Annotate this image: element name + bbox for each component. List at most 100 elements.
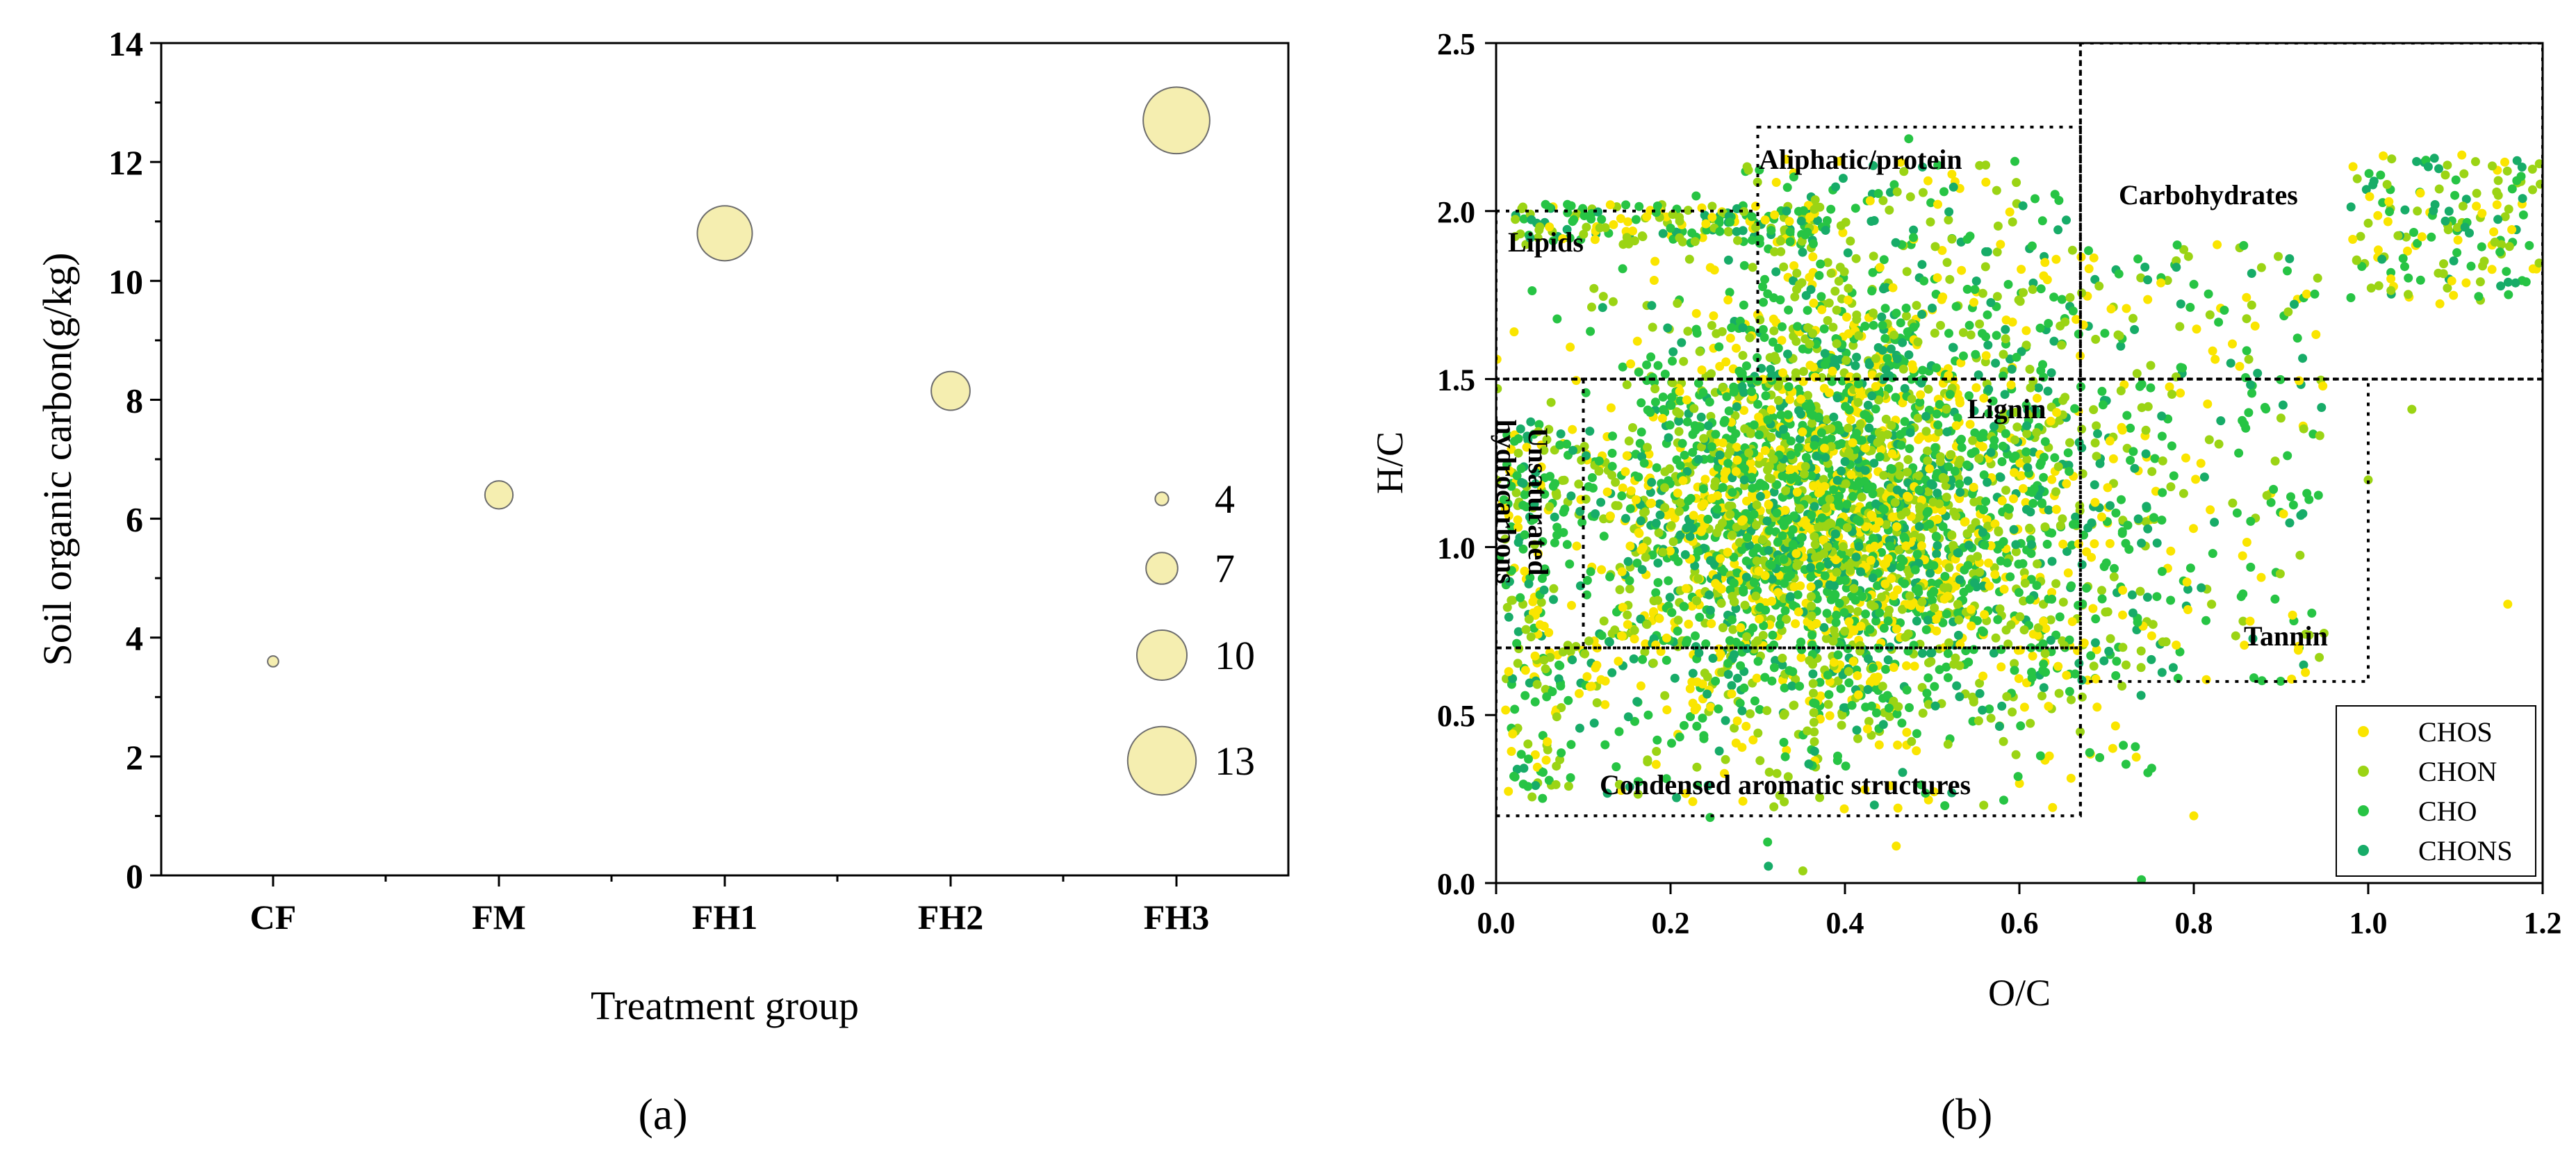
- scatter-point: [1832, 393, 1842, 403]
- scatter-point: [1717, 584, 1726, 594]
- scatter-point: [1504, 511, 1513, 520]
- scatter-point: [2158, 456, 2167, 465]
- scatter-point: [2079, 638, 2089, 648]
- scatter-point: [1753, 728, 1763, 738]
- scatter-point: [1789, 582, 1799, 592]
- scatter-point: [1582, 222, 1591, 232]
- panel-b: 0.00.51.01.52.02.5 0.0 0.2 0.4 0.6 0.8 1.0 1.2…: [1369, 27, 2562, 1139]
- scatter-point: [1751, 591, 1761, 601]
- scatter-point: [1608, 431, 1617, 441]
- scatter-point: [1685, 531, 1695, 541]
- scatter-point: [1868, 573, 1878, 583]
- scatter-point: [2250, 321, 2260, 331]
- scatter-point: [2128, 313, 2138, 323]
- scatter-point: [1910, 661, 1919, 671]
- scatter-point: [2487, 265, 2497, 274]
- scatter-point: [1785, 395, 1795, 404]
- scatter-point: [1819, 324, 1829, 333]
- scatter-point: [2525, 240, 2534, 250]
- scatter-point: [1734, 366, 1744, 376]
- scatter-point: [2034, 383, 2044, 393]
- scatter-point: [1539, 445, 1549, 455]
- scatter-point: [1815, 793, 1825, 802]
- scatter-point: [2493, 176, 2503, 186]
- scatter-point: [2449, 290, 2459, 300]
- scatter-point: [2247, 388, 2256, 398]
- region-boundary: [2078, 377, 2370, 683]
- scatter-point: [2027, 668, 2036, 677]
- scatter-point: [1707, 321, 1716, 330]
- scatter-point: [1947, 788, 1957, 798]
- scatter-point: [1738, 323, 1748, 333]
- scatter-point: [1866, 555, 1876, 565]
- scatter-point: [2231, 631, 2240, 641]
- scatter-point: [1529, 514, 1539, 524]
- scatter-point: [1697, 203, 1707, 213]
- scatter-point: [1958, 328, 1968, 338]
- scatter-point: [1885, 711, 1894, 721]
- scatter-point: [2283, 266, 2292, 276]
- scatter-point: [1969, 297, 1978, 307]
- scatter-point: [1927, 578, 1936, 588]
- scatter-point: [1665, 593, 1675, 602]
- scatter-point: [2157, 516, 2167, 525]
- scatter-point: [1931, 614, 1941, 624]
- scatter-point: [1632, 336, 1642, 346]
- scatter-point: [1912, 616, 1921, 626]
- scatter-point: [1864, 360, 1874, 370]
- scatter-point: [2051, 254, 2061, 264]
- scatter-point: [1944, 329, 1953, 338]
- scatter-point: [2534, 159, 2543, 169]
- scatter-point: [2376, 170, 2386, 180]
- scatter-point: [2507, 184, 2517, 194]
- scatter-point: [1786, 450, 1796, 460]
- scatter-point: [1808, 363, 1818, 372]
- scatter-point: [1689, 511, 1698, 520]
- scatter-point: [1851, 595, 1860, 605]
- scatter-point: [2122, 411, 2132, 420]
- scatter-point: [2117, 495, 2126, 504]
- scatter-point: [1810, 502, 1819, 511]
- scatter-point: [1688, 668, 1698, 678]
- scatter-point: [1780, 683, 1789, 693]
- scatter-point: [1537, 574, 1547, 584]
- scatter-point: [1699, 484, 1708, 494]
- scatter-point: [1990, 422, 1999, 431]
- scatter-point: [1680, 602, 1689, 611]
- scatter-point: [1688, 447, 1698, 457]
- scatter-point: [2348, 235, 2358, 244]
- scatter-point: [2040, 522, 2050, 531]
- scatter-point: [1778, 653, 1787, 663]
- scatter-point: [1763, 289, 1773, 299]
- scatter-point: [1881, 664, 1891, 674]
- scatter-point: [1830, 589, 1839, 599]
- scatter-point: [1839, 542, 1848, 552]
- scatter-point: [1542, 435, 1552, 445]
- scatter-point: [1809, 298, 1819, 308]
- scatter-point: [1885, 205, 1894, 215]
- scatter-point: [1556, 681, 1566, 691]
- scatter-point: [1992, 247, 2002, 257]
- scatter-point: [1761, 605, 1771, 615]
- scatter-point: [1608, 297, 1618, 306]
- scatter-point: [2298, 354, 2308, 363]
- scatter-point: [1634, 528, 1643, 538]
- legend-label-chons: CHONS: [2418, 835, 2513, 866]
- scatter-point: [2065, 467, 2074, 476]
- scatter-point: [1927, 648, 1937, 658]
- scatter-point: [1840, 456, 1850, 466]
- scatter-point: [2071, 512, 2081, 522]
- scatter-point: [1675, 386, 1684, 396]
- scatter-point: [1678, 476, 1688, 486]
- scatter-point: [1991, 358, 2001, 368]
- scatter-point: [2278, 400, 2288, 410]
- scatter-point: [1784, 305, 1794, 315]
- scatter-point: [1815, 561, 1825, 571]
- scatter-point: [2038, 639, 2048, 649]
- scatter-point: [1864, 716, 1873, 726]
- scatter-point: [1923, 616, 1933, 625]
- scatter-point: [2185, 302, 2195, 312]
- scatter-point: [1655, 613, 1664, 623]
- scatter-point: [1796, 652, 1806, 662]
- region-boundary: [1496, 377, 1585, 650]
